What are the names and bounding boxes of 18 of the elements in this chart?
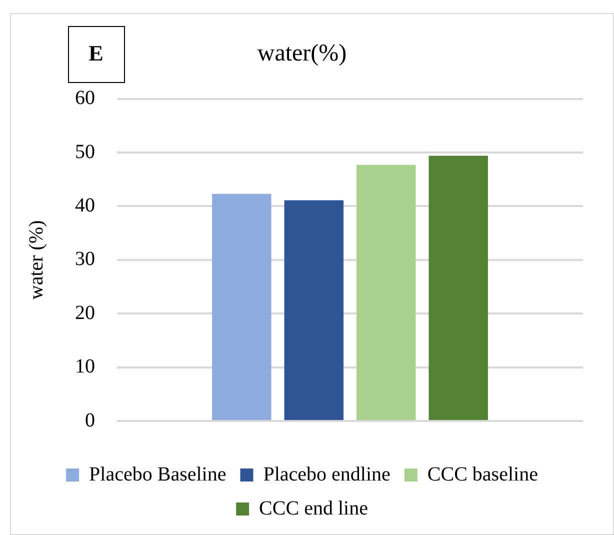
legend-label: CCC baseline [427, 463, 538, 486]
y-tick-label: 0 [85, 409, 95, 432]
y-tick-label: 30 [75, 248, 95, 270]
y-tick-label: 20 [75, 302, 95, 324]
legend-label: CCC end line [259, 497, 368, 520]
y-tick-label: 40 [75, 194, 95, 216]
y-tick-label: 60 [75, 87, 95, 110]
text: E [88, 40, 104, 66]
bar [212, 194, 272, 420]
y-tick-label: 10 [75, 356, 95, 378]
y-axis-title: water (%) [25, 220, 48, 300]
bar [428, 156, 488, 420]
y-tick-label: 50 [75, 140, 95, 163]
chart-title: water(%) [257, 40, 347, 67]
bar [284, 200, 344, 420]
legend-label: Placebo Baseline [89, 463, 226, 486]
legend-label: Placebo endline [263, 463, 391, 486]
bar [356, 164, 416, 420]
